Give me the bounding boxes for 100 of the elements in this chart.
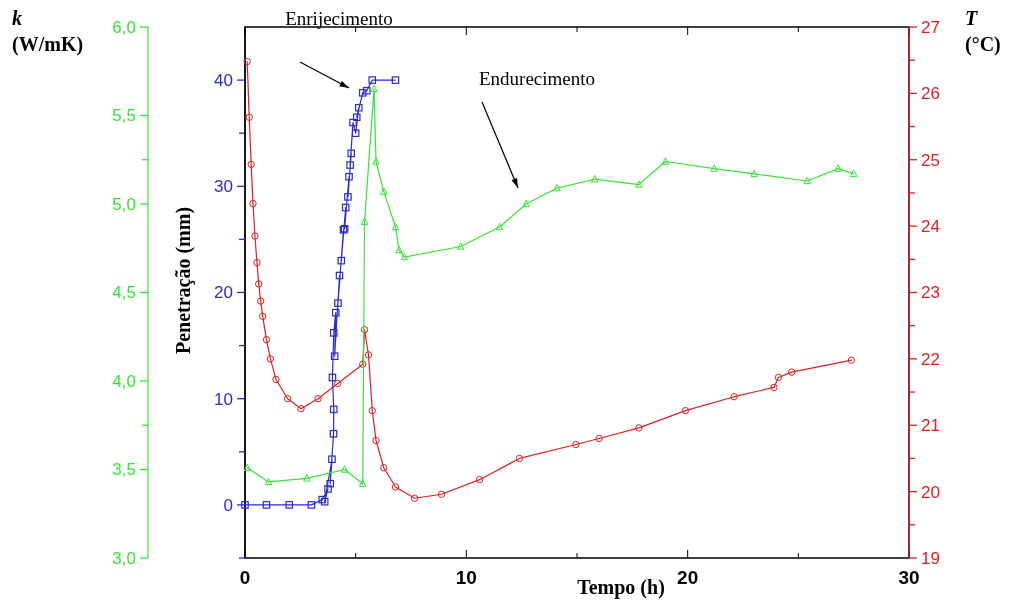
x-axis-title: Tempo (h) bbox=[577, 576, 665, 599]
point bbox=[328, 373, 337, 382]
y3-tick-label: 4,0 bbox=[112, 371, 136, 391]
point bbox=[395, 245, 403, 254]
y2-axis-title: T (°C) bbox=[965, 7, 1001, 56]
point bbox=[307, 501, 316, 509]
point bbox=[847, 356, 856, 364]
point bbox=[834, 164, 842, 172]
point bbox=[359, 360, 367, 368]
y3-tick-label: 3,0 bbox=[112, 548, 136, 568]
point bbox=[553, 183, 561, 192]
point bbox=[328, 455, 336, 464]
point bbox=[364, 351, 373, 359]
point bbox=[522, 199, 530, 208]
y2-tick-label: 21 bbox=[921, 416, 940, 436]
point bbox=[635, 424, 643, 432]
point bbox=[770, 383, 778, 392]
point bbox=[368, 76, 377, 84]
y2-tick-label: 26 bbox=[921, 84, 940, 104]
point bbox=[330, 352, 339, 361]
x-tick-label: 20 bbox=[677, 567, 699, 588]
point bbox=[266, 355, 275, 363]
point bbox=[249, 199, 257, 208]
point bbox=[380, 187, 388, 195]
point bbox=[340, 465, 349, 473]
point bbox=[243, 463, 251, 471]
point bbox=[284, 395, 292, 403]
point bbox=[334, 299, 342, 307]
point bbox=[591, 175, 599, 183]
point bbox=[380, 464, 388, 472]
point bbox=[297, 404, 305, 413]
point bbox=[257, 297, 265, 305]
point bbox=[251, 232, 259, 240]
point bbox=[255, 280, 263, 288]
point bbox=[661, 157, 670, 165]
point bbox=[354, 103, 363, 112]
point bbox=[362, 86, 371, 95]
y-tick-label: 40 bbox=[214, 71, 233, 91]
y2-tick-label: 25 bbox=[921, 150, 940, 170]
point bbox=[262, 335, 271, 344]
point bbox=[360, 217, 369, 225]
point bbox=[243, 57, 251, 66]
point bbox=[437, 490, 446, 498]
y2-tick-label: 20 bbox=[921, 482, 940, 502]
point bbox=[475, 475, 484, 484]
x-tick-label: 0 bbox=[239, 567, 251, 588]
y3-axis-title: k (W/mK) bbox=[12, 7, 84, 56]
point bbox=[410, 494, 419, 502]
x-tick-label: 10 bbox=[455, 567, 477, 588]
y-axis-title: Penetração (mm) bbox=[172, 206, 195, 355]
point bbox=[241, 501, 249, 509]
point bbox=[595, 434, 603, 443]
point bbox=[360, 325, 369, 334]
point bbox=[259, 312, 267, 321]
point bbox=[334, 379, 342, 388]
point bbox=[359, 479, 367, 487]
y2-tick-label: 19 bbox=[921, 548, 940, 568]
point bbox=[730, 393, 738, 401]
y3-tick-label: 3,5 bbox=[112, 460, 136, 480]
point bbox=[635, 180, 643, 188]
y-tick-label: 20 bbox=[214, 283, 233, 303]
point bbox=[368, 406, 376, 415]
point bbox=[372, 436, 380, 445]
point bbox=[391, 222, 400, 231]
point bbox=[803, 176, 811, 185]
x-tick-label: 30 bbox=[898, 567, 920, 588]
point bbox=[341, 203, 350, 212]
y3-tick-label: 4,5 bbox=[112, 283, 136, 303]
y-tick-label: 0 bbox=[223, 495, 233, 515]
y3-tick-label: 6,0 bbox=[112, 17, 136, 37]
point bbox=[253, 258, 261, 267]
y-tick-label: 10 bbox=[214, 389, 233, 409]
point bbox=[351, 129, 360, 137]
point bbox=[572, 440, 580, 449]
point bbox=[262, 501, 271, 509]
point bbox=[849, 169, 858, 178]
point bbox=[329, 329, 338, 337]
y3-tick-label: 5,5 bbox=[112, 106, 136, 126]
y2-tick-label: 22 bbox=[921, 349, 940, 369]
point bbox=[750, 169, 758, 178]
point bbox=[347, 149, 356, 158]
point bbox=[337, 256, 346, 265]
point bbox=[391, 76, 400, 84]
point bbox=[391, 483, 400, 491]
point bbox=[400, 252, 409, 261]
point bbox=[370, 84, 378, 93]
point bbox=[352, 113, 361, 122]
annotation: Enrijecimento bbox=[285, 8, 393, 29]
point bbox=[314, 395, 322, 403]
point bbox=[710, 164, 718, 172]
point bbox=[358, 89, 367, 97]
point bbox=[324, 485, 332, 493]
y3-tick-label: 5,0 bbox=[112, 194, 136, 214]
point bbox=[335, 271, 344, 280]
y2-tick-label: 24 bbox=[921, 217, 940, 237]
point bbox=[495, 222, 504, 231]
point bbox=[774, 373, 783, 382]
point bbox=[787, 368, 796, 376]
point bbox=[372, 157, 380, 165]
point bbox=[457, 242, 465, 250]
